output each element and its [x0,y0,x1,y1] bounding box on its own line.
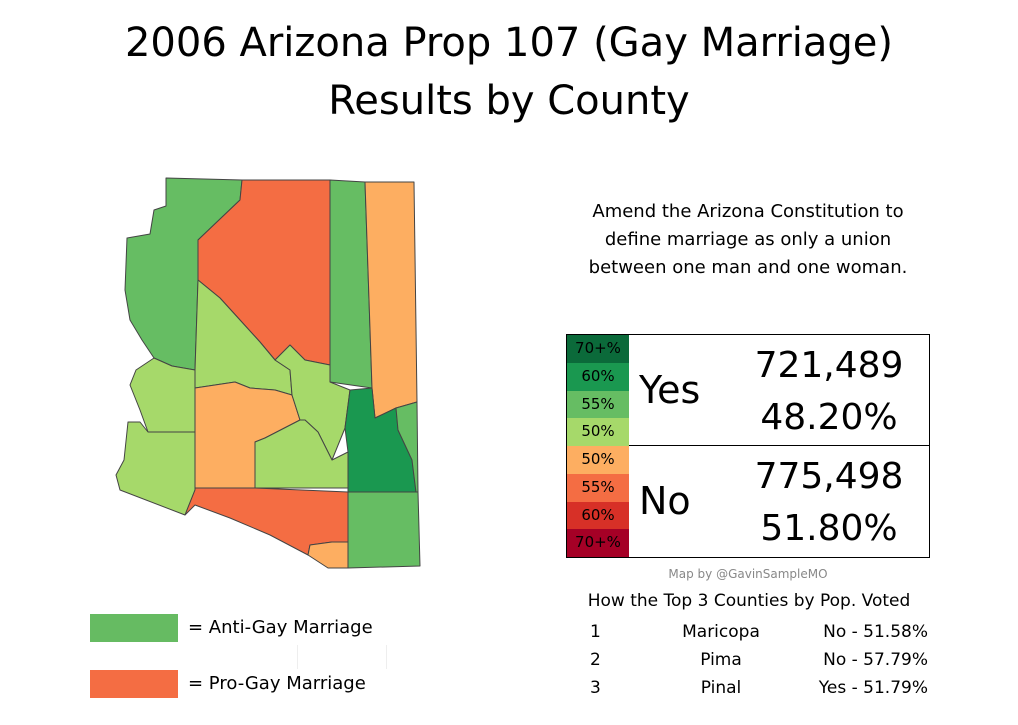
top3-rank: 2 [590,650,601,670]
top3-row: 1 Maricopa No - 51.58% [566,618,932,646]
yes-votes: 721,489 [754,345,904,386]
top3-result: Yes - 51.79% [818,678,928,698]
legend-anti-swatch [90,614,178,642]
top3-county: Maricopa [682,622,760,642]
no-label: No [639,479,691,523]
scale-no-50: 50% [567,446,629,474]
color-scale: 70+% 60% 55% 50% 50% 55% 60% 70+% [567,335,629,557]
arizona-county-map [100,170,430,580]
legend-divider [297,645,298,669]
scale-yes-70: 70+% [567,335,629,363]
yes-percent: 48.20% [760,397,898,438]
legend-anti: = Anti-Gay Marriage [90,614,420,642]
top3-county: Pinal [700,678,742,698]
top3-heading: How the Top 3 Counties by Pop. Voted [587,591,911,611]
map-svg [115,177,421,569]
county-cochise [347,491,421,569]
legend-pro-label: = Pro-Gay Marriage [188,673,366,694]
legend-pro-swatch [90,670,178,698]
top3-rank: 3 [590,678,601,698]
county-yuma [115,421,196,516]
title-line-1: 2006 Arizona Prop 107 (Gay Marriage) [124,20,894,66]
legend-pro: = Pro-Gay Marriage [90,670,420,698]
map-credit: Map by @GavinSampleMO [668,567,828,581]
county-gila [274,344,351,461]
description-line-2: define marriage as only a union [604,229,892,250]
legend-anti-label: = Anti-Gay Marriage [188,617,373,638]
scale-yes-55: 55% [567,390,629,419]
county-apache [364,181,418,419]
top3-result: No - 51.58% [823,622,928,642]
yes-label: Yes [639,368,701,412]
scale-no-70: 70+% [567,529,629,557]
county-santa-cruz [307,541,349,569]
scale-no-55: 55% [567,473,629,502]
scale-yes-60: 60% [567,362,629,391]
top3-row: 3 Pinal Yes - 51.79% [566,674,932,702]
top3-list: 1 Maricopa No - 51.58% 2 Pima No - 57.79… [566,618,932,702]
description-line-3: between one man and one woman. [588,257,908,278]
legend-divider [386,645,387,669]
top3-row: 2 Pima No - 57.79% [566,646,932,674]
top3-county: Pima [700,650,742,670]
proposition-description: Amend the Arizona Constitution to define… [560,198,936,282]
title-line-2: Results by County [328,78,690,124]
map-title: 2006 Arizona Prop 107 (Gay Marriage) Res… [0,14,1018,130]
top3-rank: 1 [590,622,601,642]
yes-result: Yes 721,489 48.20% [629,335,929,446]
results-box: 70+% 60% 55% 50% 50% 55% 60% 70+% Yes 72… [566,334,930,558]
no-percent: 51.80% [760,508,898,549]
county-la-paz [129,357,196,433]
top3-result: No - 57.79% [823,650,928,670]
no-result: No 775,498 51.80% [629,446,929,557]
no-votes: 775,498 [754,456,904,497]
scale-yes-50: 50% [567,418,629,446]
description-line-1: Amend the Arizona Constitution to [592,201,904,222]
county-pinal [254,419,349,489]
scale-no-60: 60% [567,501,629,530]
